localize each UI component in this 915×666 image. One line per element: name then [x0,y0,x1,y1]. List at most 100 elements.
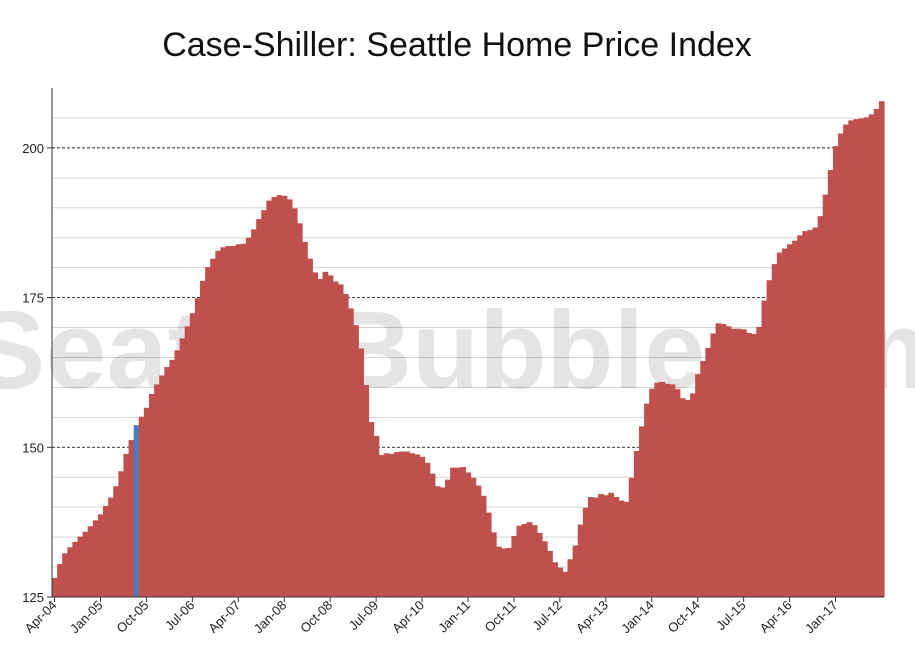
chart-title: Case-Shiller: Seattle Home Price Index [162,26,752,64]
bar [128,440,135,597]
bar [103,505,109,597]
y-tick-label: 150 [22,440,44,455]
x-tick-label: Jan-11 [435,598,473,636]
bar [873,108,880,598]
x-tick-label: Oct-11 [482,598,520,636]
bar [526,522,533,597]
bar [868,114,875,597]
bar [97,514,104,597]
bar [429,473,436,597]
bar [378,455,385,597]
bar [200,280,206,597]
x-tick-label: Apr-10 [389,598,427,636]
bar [434,486,441,597]
y-tick-label: 175 [22,291,44,306]
bar [342,294,349,597]
bar [210,258,216,597]
bar [490,532,497,597]
bar [613,497,620,597]
y-tick-label: 200 [22,141,44,156]
bar [108,497,114,597]
bar [281,195,288,598]
bar [450,467,456,597]
bar [87,526,94,597]
bar [118,471,125,597]
bar [552,562,558,597]
bar [67,547,74,597]
x-tick-label: Apr-16 [756,598,794,636]
x-tick-label: Jul-15 [713,598,749,634]
bar [521,523,528,597]
bar [705,347,712,597]
bar [603,495,609,597]
bar [174,350,181,597]
bar [235,244,242,598]
x-tick-label: Jan-14 [618,598,657,637]
bar [751,334,757,597]
bar [271,196,278,598]
bar [455,467,461,597]
bar [169,359,176,597]
bar [827,170,834,598]
bar [465,472,472,597]
bar [501,548,507,597]
bar [445,479,451,597]
bar [848,120,854,597]
bar [659,382,666,597]
bar [353,325,359,597]
bar [383,453,390,597]
bar [735,328,742,597]
bar [710,333,717,597]
bar [327,275,334,597]
bar [317,279,324,597]
bar [761,300,768,597]
bar [179,338,186,597]
bar [690,393,696,597]
bar [802,231,809,597]
bar [77,536,84,597]
bar [251,229,257,597]
bar [715,323,722,597]
bar [674,389,681,597]
bar [628,477,635,597]
bar [256,219,262,597]
bar [638,426,645,597]
bar [496,546,502,597]
bar [470,477,477,597]
bar [439,487,446,597]
bar-highlight [133,425,140,597]
bar [72,541,79,597]
bar [695,374,701,597]
bar [245,237,252,597]
bar [577,524,584,597]
bar [817,216,824,597]
bar [261,210,267,597]
bar [542,541,548,597]
bar [322,271,329,597]
bar [388,453,395,597]
x-tick-label: Oct-08 [297,598,335,636]
bar [113,486,119,597]
bar [276,195,283,597]
bar [189,313,196,597]
bar [164,367,170,597]
bar [797,235,803,597]
bar [220,247,227,598]
bar [746,332,752,597]
bar [644,403,650,597]
y-axis-ticks: 125 150 175 200 [22,141,52,605]
bar [82,531,89,597]
bar [348,308,354,597]
bar [725,326,732,597]
bar [608,492,615,597]
x-tick-label: Jan-17 [802,598,841,637]
bar [766,280,773,597]
bar [664,383,671,597]
y-tick-label: 125 [22,590,44,605]
x-tick-label: Apr-13 [573,598,611,636]
bar [485,512,492,597]
bar [771,264,778,597]
bar [649,388,655,597]
bar [363,385,370,597]
x-tick-label: Jul-12 [529,598,565,634]
